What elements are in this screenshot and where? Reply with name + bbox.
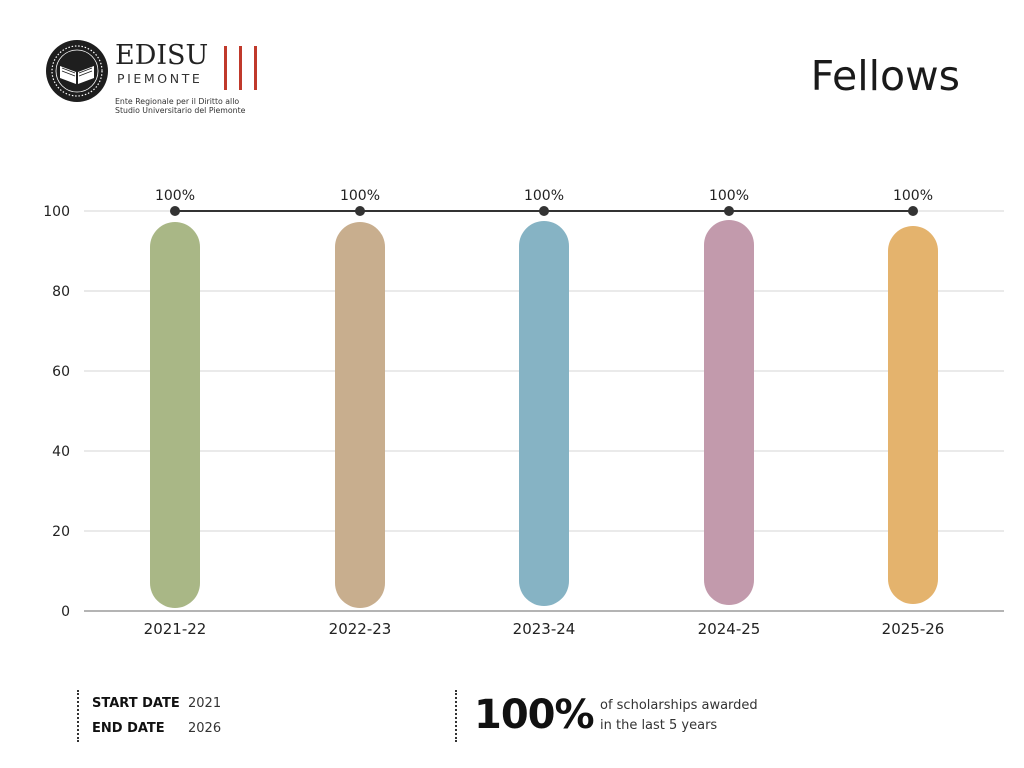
bar xyxy=(519,221,569,606)
logo-name: EDISU xyxy=(115,40,209,71)
logo-tagline-line2: Studio Universitario del Piemonte xyxy=(115,106,246,115)
start-date-value: 2021 xyxy=(188,696,222,711)
end-date-label: END DATE xyxy=(92,721,165,736)
start-date-row: START DATE 2021 xyxy=(92,690,277,715)
x-tick-label: 2021-22 xyxy=(144,620,207,638)
bar xyxy=(704,220,754,605)
data-label: 100% xyxy=(524,188,564,204)
logo-tagline-line1: Ente Regionale per il Diritto allo xyxy=(115,97,240,106)
summary-note-line1: of scholarships awarded xyxy=(600,698,758,713)
date-range-panel: START DATE 2021 END DATE 2026 xyxy=(77,690,277,742)
bar xyxy=(335,222,385,608)
logo-stripes-icon xyxy=(222,46,262,92)
data-label: 100% xyxy=(709,188,749,204)
y-tick-label: 20 xyxy=(52,524,70,540)
summary-percentage: 100% xyxy=(474,692,595,738)
fellows-chart: 0 20 40 60 80 100 100% 100% 100% 100% 100% 2021-22 2… xyxy=(43,188,1004,638)
line-point xyxy=(355,206,365,216)
y-tick-label: 80 xyxy=(52,284,70,300)
logo-tagline: Ente Regionale per il Diritto allo Studi… xyxy=(115,97,315,115)
summary-note-line2: in the last 5 years xyxy=(600,718,718,733)
y-tick-label: 100 xyxy=(43,204,70,220)
data-label: 100% xyxy=(340,188,380,204)
x-tick-label: 2025-26 xyxy=(882,620,945,638)
data-label: 100% xyxy=(155,188,195,204)
x-tick-label: 2024-25 xyxy=(698,620,761,638)
x-tick-label: 2023-24 xyxy=(513,620,576,638)
bar xyxy=(150,222,200,608)
page-title: Fellows xyxy=(810,52,960,100)
y-tick-label: 60 xyxy=(52,364,70,380)
end-date-row: END DATE 2026 xyxy=(92,715,277,740)
line-point xyxy=(170,206,180,216)
start-date-label: START DATE xyxy=(92,696,180,711)
line-point xyxy=(908,206,918,216)
y-tick-label: 0 xyxy=(61,604,70,620)
y-tick-label: 40 xyxy=(52,444,70,460)
logo-subname: PIEMONTE xyxy=(117,71,203,86)
seal-book-icon xyxy=(46,40,108,102)
bar xyxy=(888,226,938,604)
line-point xyxy=(724,206,734,216)
x-tick-label: 2022-23 xyxy=(329,620,392,638)
end-date-value: 2026 xyxy=(188,721,222,736)
summary-note: of scholarships awarded in the last 5 ye… xyxy=(600,696,800,736)
edisu-logo: EDISU PIEMONTE Ente Regionale per il Dir… xyxy=(44,38,284,120)
summary-panel: 100% of scholarships awarded in the last… xyxy=(455,690,815,742)
data-label: 100% xyxy=(893,188,933,204)
line-point xyxy=(539,206,549,216)
